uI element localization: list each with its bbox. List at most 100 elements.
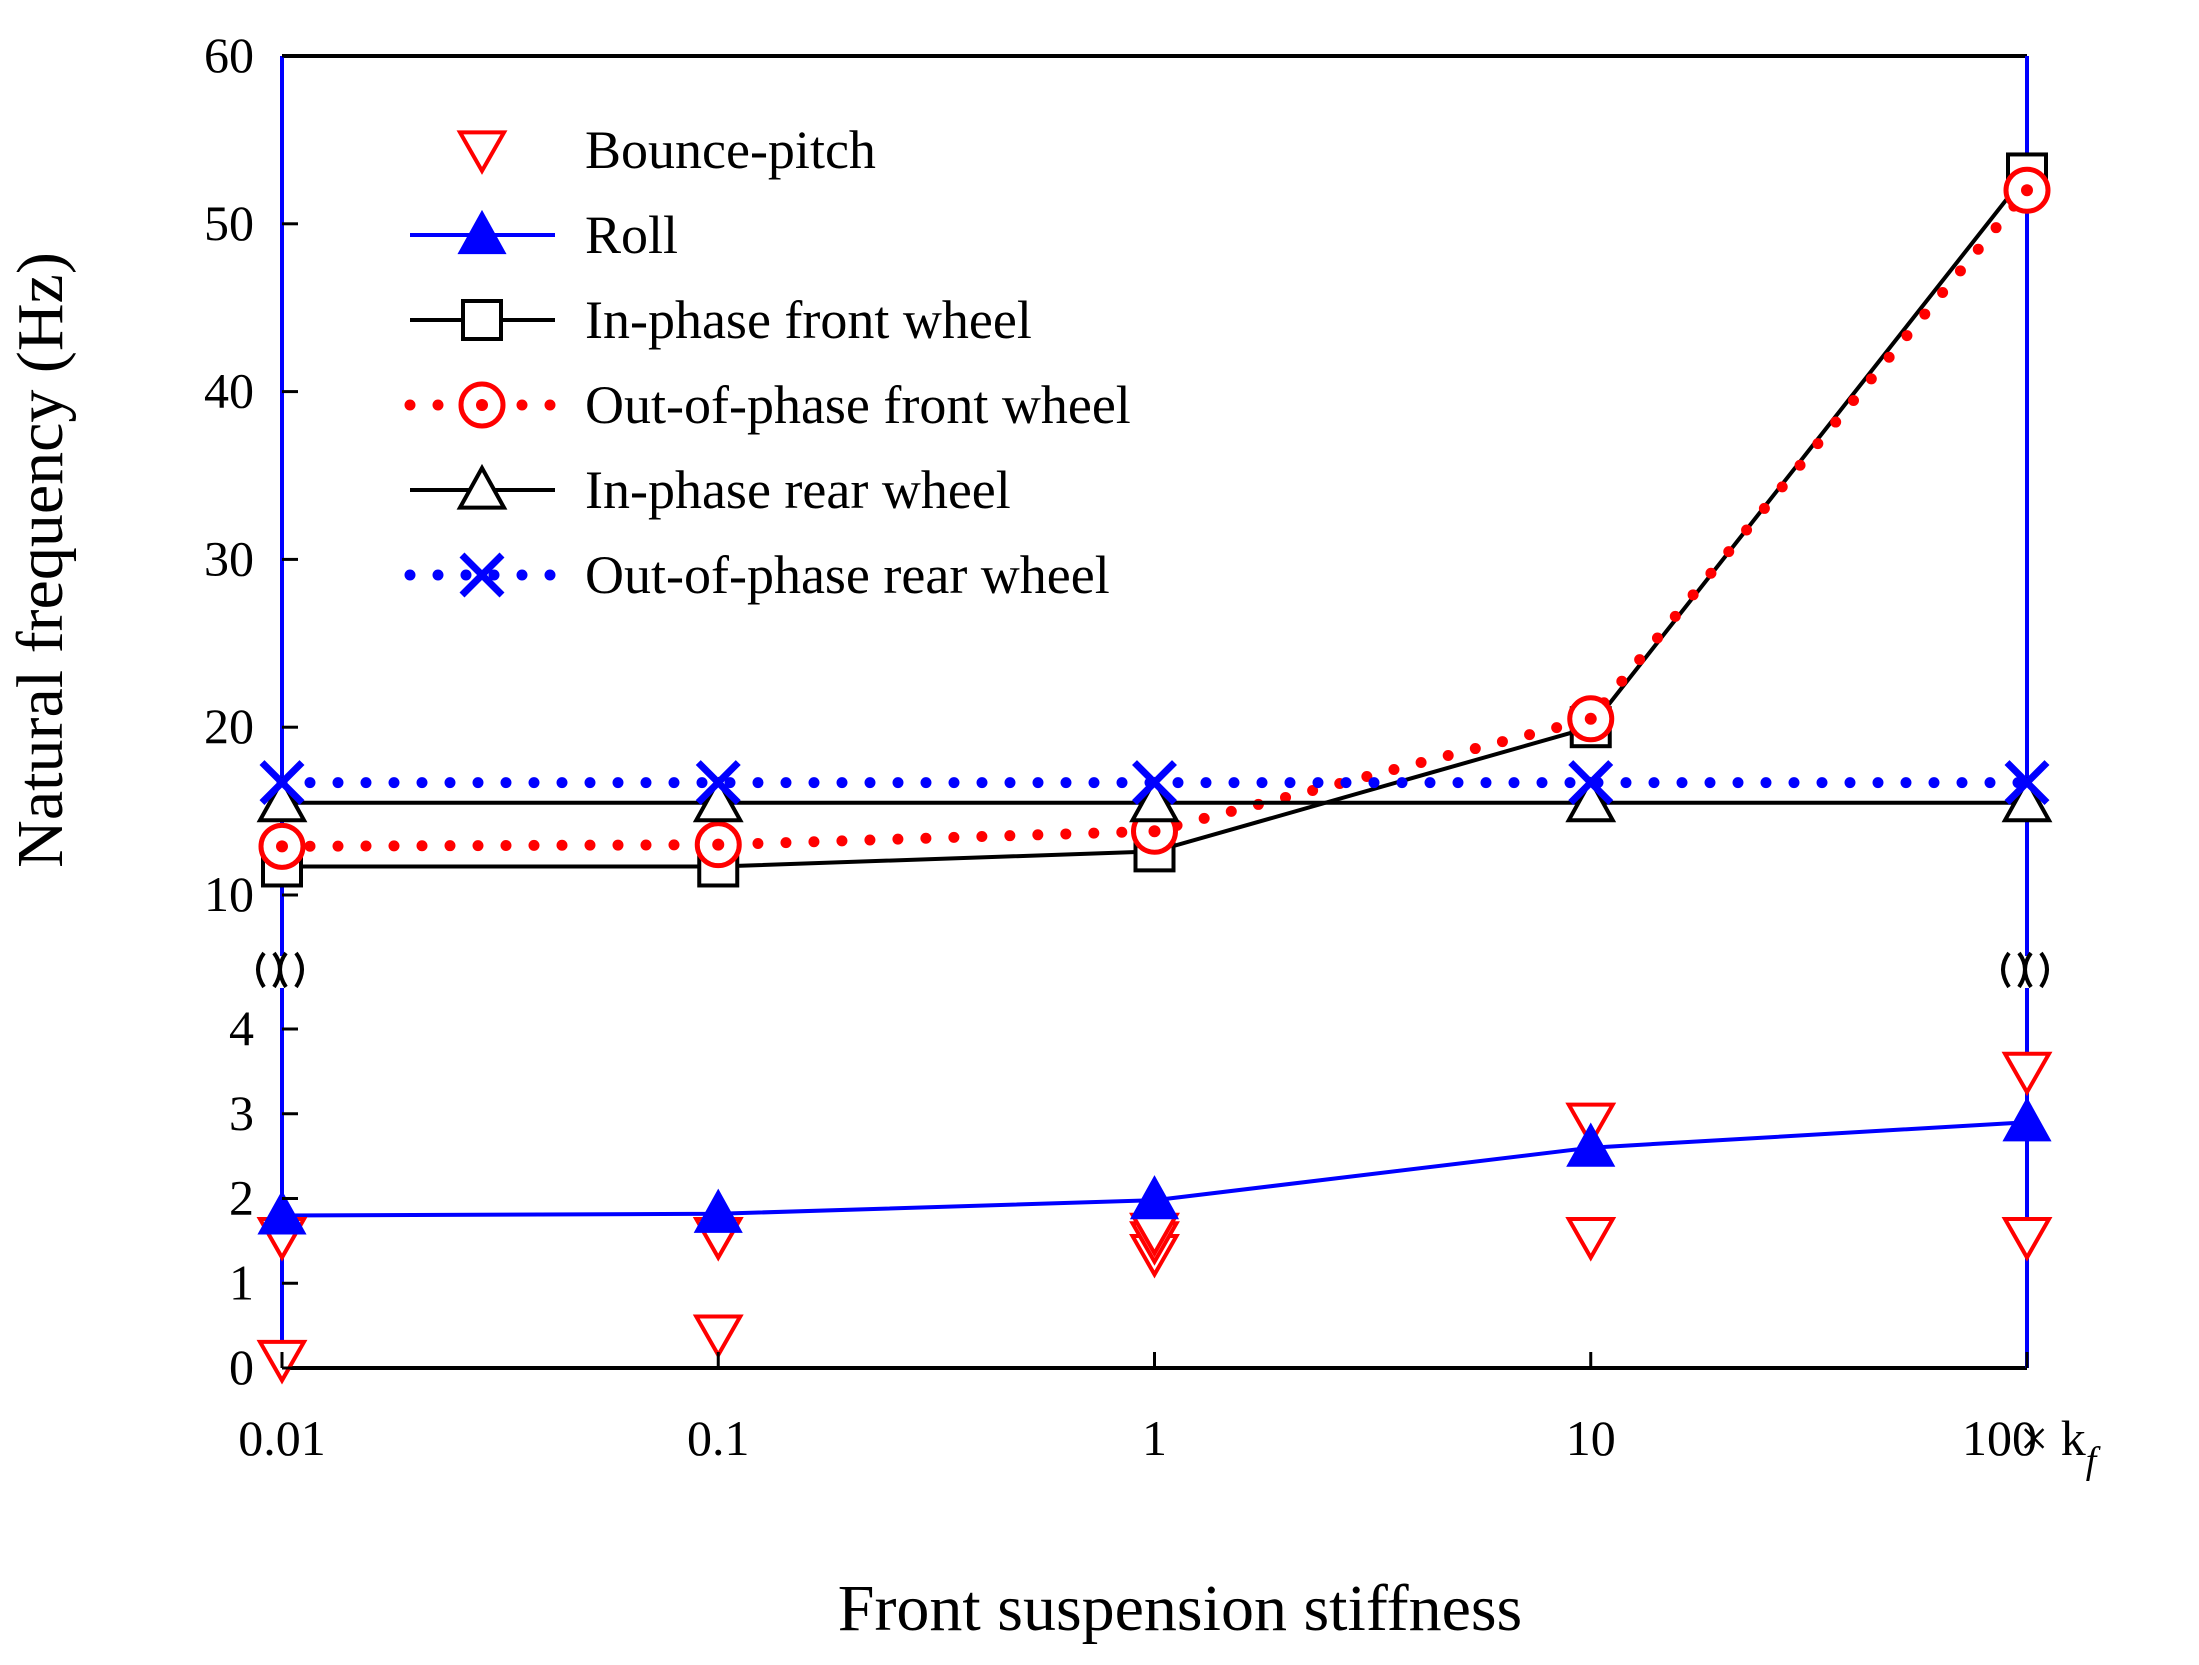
legend-label: Out-of-phase front wheel [585, 375, 1131, 435]
marker-shape [2001, 1217, 2053, 1262]
marker-shape [276, 840, 288, 853]
y-tick-label: 2 [229, 1170, 254, 1226]
y-tick-label: 60 [204, 27, 254, 83]
data-point-series-1 [693, 1188, 743, 1233]
legend-label: Roll [585, 205, 678, 265]
y-tick-label: 50 [204, 195, 254, 251]
data-point-series-5 [259, 760, 305, 806]
marker-shape [1566, 1122, 1616, 1167]
marker-shape [1148, 825, 1161, 838]
marker-shape [459, 552, 505, 598]
legend-item: Out-of-phase rear wheel [404, 545, 1110, 605]
ticks-layer: 0.01 0.1 1 10 100 10 20 30 40 50 60 0 1 2 3 4 [204, 27, 2037, 1466]
data-point-bounce-pitch [2001, 1051, 2053, 1097]
marker-shape [476, 399, 488, 411]
legend-swatch-marker [456, 130, 508, 175]
data-point-series-5 [2004, 760, 2050, 806]
marker-shape [692, 776, 744, 823]
data-point-series-3 [258, 822, 306, 870]
marker-shape [1129, 1175, 1180, 1220]
data-point-series-4 [256, 776, 308, 823]
legend-label: Bounce-pitch [585, 120, 876, 180]
markers-layer [256, 152, 2053, 1385]
data-point-series-1 [1566, 1122, 1616, 1167]
right-axis-break [2001, 951, 2053, 989]
x-tick-label: 10 [1566, 1410, 1616, 1466]
marker-shape [712, 838, 725, 851]
legend-swatch-marker [459, 552, 505, 598]
legend-swatch-marker [458, 381, 506, 429]
legend-item: Roll [410, 205, 678, 265]
marker-shape [693, 1188, 743, 1233]
data-point-series-5 [695, 760, 741, 806]
x-axis-title: Front suspension stiffness [838, 1572, 1523, 1645]
y-tick-label: 4 [229, 1000, 254, 1056]
series-line-2 [282, 172, 2029, 869]
axis-break-mark [2017, 951, 2049, 989]
legend-label: In-phase front wheel [585, 290, 1032, 350]
marker-shape [1132, 760, 1177, 806]
marker-shape [259, 760, 305, 806]
x-tick-label: 100 [1962, 1410, 2037, 1466]
marker-shape [456, 130, 508, 175]
marker-shape [2004, 760, 2050, 806]
y-tick-label: 3 [229, 1085, 254, 1141]
marker-shape [1568, 760, 1614, 806]
legend-label: In-phase rear wheel [585, 460, 1011, 520]
series-layer [276, 172, 2033, 1218]
marker-shape [2002, 1097, 2052, 1142]
marker-shape [256, 776, 308, 823]
marker-shape [461, 299, 503, 341]
y-tick-label: 1 [229, 1254, 254, 1310]
y-tick-label: 30 [204, 530, 254, 586]
data-point-bounce-pitch [2001, 1217, 2053, 1262]
x-unit-text: × kf [2020, 1410, 2101, 1482]
legend: Bounce-pitch Roll In-phase front wheel Out-… [404, 120, 1131, 605]
legend-swatch-marker [457, 209, 507, 255]
legend-item: In-phase rear wheel [410, 460, 1011, 520]
y-tick-label: 20 [204, 698, 254, 754]
marker-shape [1129, 776, 1180, 823]
data-point-series-4 [2001, 776, 2053, 823]
marker-shape [692, 1314, 744, 1360]
y-axis-title: Natural frequency (Hz) [4, 252, 77, 868]
data-point-series-3 [1567, 695, 1615, 743]
marker-shape [1565, 1217, 1617, 1262]
marker-shape [257, 1190, 307, 1235]
data-point-series-3 [2003, 166, 2051, 214]
data-point-series-4 [692, 776, 744, 823]
axis-break-mark [272, 951, 304, 989]
data-point-series-1 [1129, 1175, 1180, 1220]
marker-shape [457, 209, 507, 255]
y-tick-label: 10 [204, 866, 254, 922]
data-point-series-1 [257, 1190, 307, 1235]
data-point-series-4 [1565, 776, 1617, 823]
series-line-3 [276, 184, 2033, 852]
y-tick-label: 40 [204, 363, 254, 419]
marker-shape [2001, 1051, 2053, 1097]
data-point-series-5 [1132, 760, 1177, 806]
data-point-series-3 [694, 821, 742, 869]
y-tick-label: 0 [229, 1339, 254, 1395]
x-tick-label: 1 [1142, 1410, 1167, 1466]
left-axis-break [256, 951, 308, 989]
legend-swatch-marker [461, 299, 503, 341]
data-point-bounce-pitch [692, 1314, 744, 1360]
x-unit-label: × kf [2020, 1410, 2101, 1482]
x-tick-label: 0.01 [238, 1410, 326, 1466]
marker-shape [1565, 776, 1617, 823]
marker-shape [2001, 776, 2053, 823]
marker-shape [695, 760, 741, 806]
x-tick-label: 0.1 [687, 1410, 750, 1466]
legend-swatch-marker [456, 463, 508, 510]
data-point-bounce-pitch [1565, 1217, 1617, 1262]
plot-frame [256, 54, 2053, 1370]
legend-label: Out-of-phase rear wheel [585, 545, 1110, 605]
legend-item: Bounce-pitch [456, 120, 876, 180]
marker-shape [1584, 712, 1597, 725]
data-point-series-1 [2002, 1097, 2052, 1142]
data-point-series-5 [1568, 760, 1614, 806]
legend-item: In-phase front wheel [410, 290, 1032, 350]
legend-item: Out-of-phase front wheel [404, 375, 1131, 435]
